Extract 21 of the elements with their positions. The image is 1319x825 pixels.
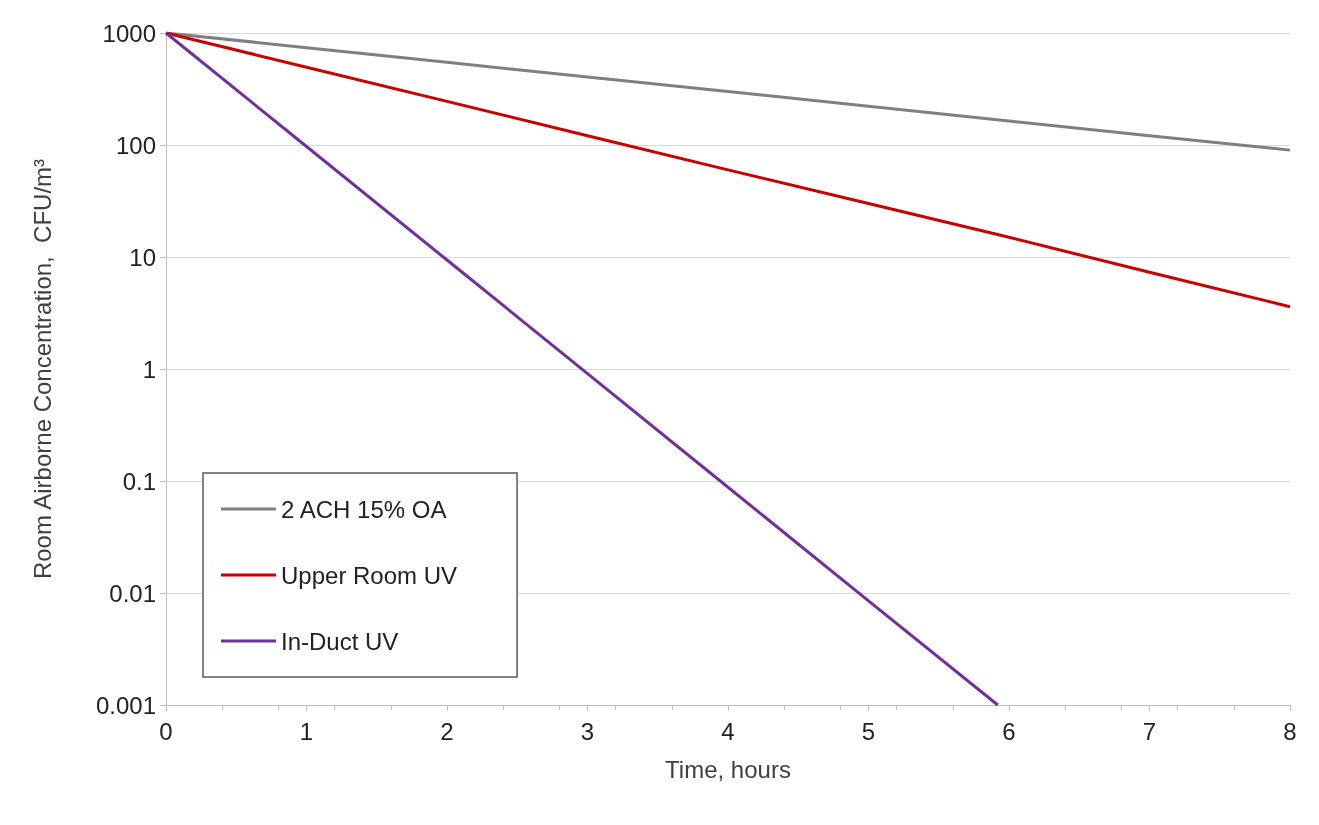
y-tick-label: 0.1 xyxy=(122,467,156,495)
y-tick-label: 1 xyxy=(142,355,156,383)
x-tick-label: 2 xyxy=(440,717,454,745)
x-tick-label: 5 xyxy=(861,717,876,745)
y-tick-label: 1000 xyxy=(102,19,156,47)
y-tick-label: 100 xyxy=(115,131,156,159)
y-tick-label: 0.001 xyxy=(95,691,156,719)
legend-label: In-Duct UV xyxy=(281,627,399,655)
y-axis-title: Room Airborne Concentration, CFU/m³ xyxy=(28,158,56,580)
y-tick-label: 0.01 xyxy=(109,579,156,607)
x-tick-label: 7 xyxy=(1142,717,1157,745)
x-tick-label: 3 xyxy=(580,717,595,745)
x-axis-title: Time, hours xyxy=(665,755,791,783)
x-tick-label: 1 xyxy=(299,717,314,745)
legend-label: Upper Room UV xyxy=(281,561,458,589)
x-tick-label: 0 xyxy=(159,717,173,745)
y-tick-label: 10 xyxy=(129,243,156,271)
legend-label: 2 ACH 15% OA xyxy=(281,495,447,523)
x-tick-label: 8 xyxy=(1283,717,1297,745)
x-tick-label: 6 xyxy=(1002,717,1016,745)
x-tick-label: 4 xyxy=(721,717,735,745)
